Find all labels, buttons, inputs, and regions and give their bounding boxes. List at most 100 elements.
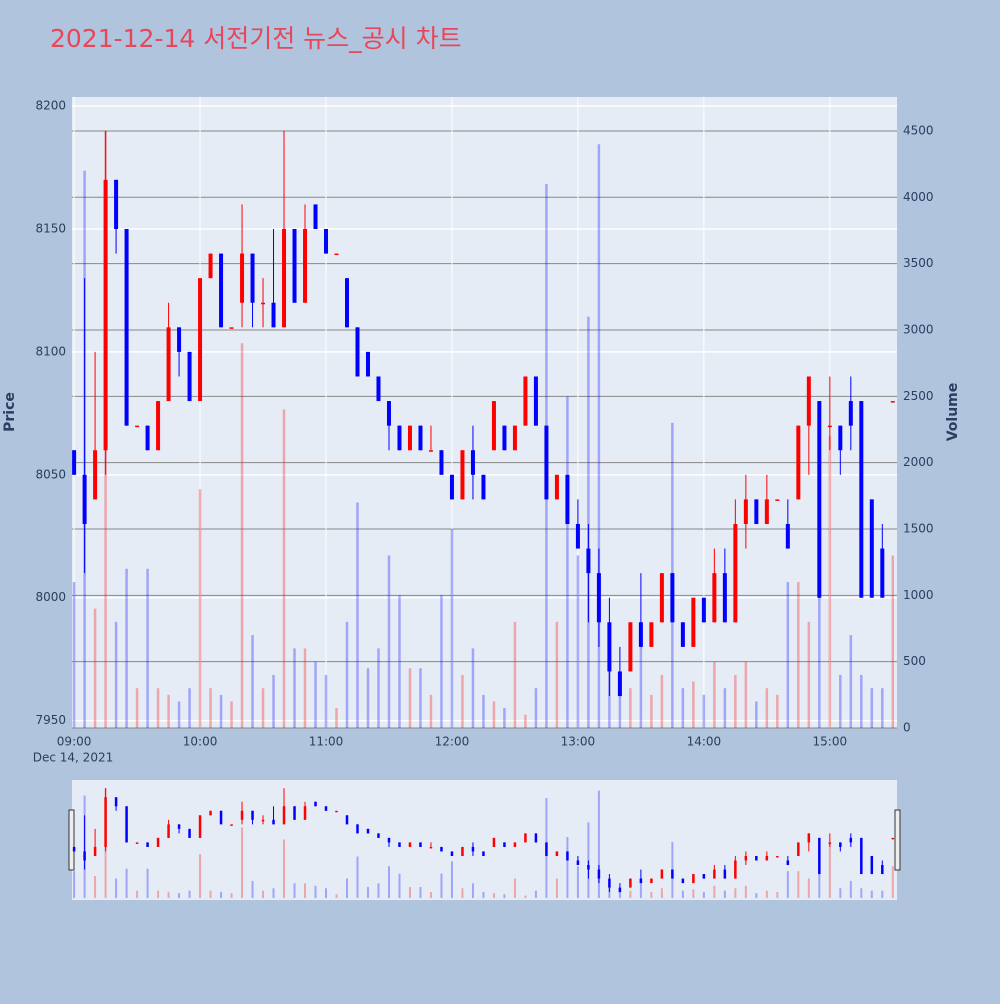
mini-volume-bar <box>157 890 160 898</box>
volume-bar <box>198 489 202 728</box>
candle-body <box>187 351 192 402</box>
volume-bar <box>482 694 485 728</box>
candle-body <box>596 573 601 623</box>
mini-candle-body <box>83 851 86 861</box>
candle-body <box>208 253 213 279</box>
mini-volume-bar <box>524 895 527 898</box>
volume-bar <box>681 688 685 728</box>
candle-body <box>859 401 864 598</box>
y2-tick-label: 1000 <box>903 588 934 602</box>
mini-candle-body <box>681 878 685 884</box>
x-tick-label: 11:00 <box>309 735 344 749</box>
volume-bar <box>702 694 706 728</box>
mini-candle-body <box>618 887 622 893</box>
mini-candle-body <box>429 846 433 849</box>
volume-bar <box>93 608 97 728</box>
volume-bar <box>135 688 139 728</box>
volume-bar <box>366 668 370 728</box>
mini-candle-body <box>356 824 359 834</box>
mini-candle-body <box>734 860 737 879</box>
volume-bar <box>209 688 212 728</box>
volume-bar <box>408 668 412 728</box>
y-tick-label: 8150 <box>35 222 66 236</box>
mini-candle-body <box>345 815 349 825</box>
mini-candle-body <box>881 865 884 875</box>
candle-body <box>439 450 444 475</box>
candle-body <box>869 499 874 598</box>
candle-body <box>324 229 329 254</box>
candle-body <box>680 622 685 647</box>
mini-volume-bar <box>765 890 768 898</box>
x-date-label: Dec 14, 2021 <box>33 751 113 765</box>
mini-volume-bar <box>408 887 411 898</box>
mini-volume-bar <box>366 887 369 898</box>
candle-body <box>775 499 780 501</box>
range-handle-left[interactable] <box>68 809 75 871</box>
mini-candle-body <box>219 810 223 825</box>
candle-body <box>512 425 517 451</box>
candle-body <box>880 548 885 598</box>
mini-candle-body <box>891 837 895 840</box>
mini-candle-body <box>387 837 391 843</box>
candle-body <box>712 573 717 623</box>
mini-candle-body <box>870 855 874 875</box>
mini-volume-bar <box>283 839 286 898</box>
volume-bar <box>272 674 275 728</box>
mini-volume-bar <box>251 880 254 898</box>
mini-volume-bar <box>860 888 863 898</box>
volume-bar <box>618 694 622 728</box>
mini-volume-bar <box>325 888 328 898</box>
mini-volume-bar <box>723 890 726 898</box>
mini-volume-bar <box>450 861 453 898</box>
y-tick-label: 8000 <box>35 590 66 604</box>
volume-bar <box>692 681 695 728</box>
range-slider[interactable] <box>72 780 897 900</box>
candle-body <box>166 327 171 402</box>
candle-body <box>659 573 664 623</box>
mini-candle-body <box>744 855 748 861</box>
mini-volume-bar <box>73 871 76 898</box>
y2-tick-label: 500 <box>903 654 926 668</box>
volume-bar <box>261 688 265 728</box>
mini-volume-bar <box>849 880 852 898</box>
mini-volume-bar <box>209 890 212 898</box>
candle-body <box>282 229 287 328</box>
volume-bar <box>440 595 443 728</box>
mini-candle-body <box>503 842 506 847</box>
mini-candle-body <box>209 810 212 816</box>
mini-candle-body <box>639 878 643 884</box>
mini-volume-bar <box>755 893 758 898</box>
mini-volume-bar <box>503 894 506 898</box>
range-handle-right[interactable] <box>894 809 901 871</box>
mini-volume-bar <box>629 890 632 898</box>
candle-body <box>407 425 412 451</box>
mini-volume-bar <box>828 844 831 898</box>
candle-body <box>334 253 339 256</box>
mini-candle-body <box>755 855 758 861</box>
volume-bar <box>534 688 538 728</box>
volume-bar <box>345 621 349 728</box>
mini-volume-bar <box>304 883 307 898</box>
mini-candle-body <box>576 860 580 866</box>
candle-body <box>785 523 790 549</box>
mini-volume-bar <box>125 868 128 898</box>
candle-body <box>586 548 591 574</box>
mini-volume-bar <box>377 883 380 898</box>
mini-candle-body <box>818 837 821 875</box>
mini-volume-bar <box>807 878 810 898</box>
volume-bar <box>576 555 580 728</box>
mini-volume-bar <box>178 893 181 898</box>
volume-bar <box>597 144 601 729</box>
mini-candle-body <box>713 869 716 879</box>
volume-bar <box>114 621 118 728</box>
candle-body <box>72 450 77 475</box>
mini-volume-bar <box>199 854 202 898</box>
candle-body <box>198 278 203 402</box>
mini-volume-bar <box>891 866 894 898</box>
mini-candle-body <box>524 833 527 843</box>
mini-volume-bar <box>293 883 296 898</box>
mini-volume-bar <box>241 827 244 898</box>
mini-candle-body <box>482 851 485 856</box>
mini-volume-bar <box>713 885 716 898</box>
candle-body <box>418 425 423 451</box>
